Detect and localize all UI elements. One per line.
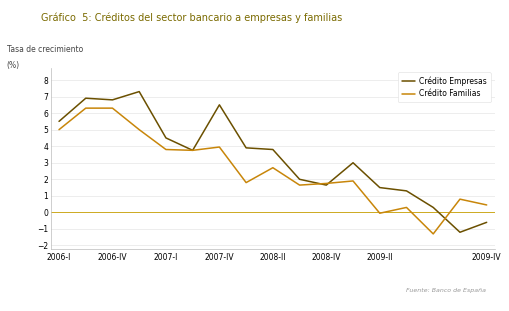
Crédito Familias	[269, 166, 275, 169]
Crédito Empresas	[376, 186, 382, 189]
Crédito Familias	[189, 148, 195, 152]
Crédito Familias	[82, 106, 89, 110]
Line: Crédito Familias: Crédito Familias	[59, 108, 486, 234]
Crédito Familias	[323, 182, 329, 185]
Crédito Familias	[162, 148, 168, 151]
Crédito Empresas	[189, 148, 195, 152]
Crédito Empresas	[456, 230, 462, 234]
Crédito Empresas	[269, 148, 275, 151]
Text: Tasa de crecimiento: Tasa de crecimiento	[7, 45, 83, 54]
Crédito Empresas	[349, 161, 355, 165]
Crédito Empresas	[296, 178, 302, 181]
Crédito Familias	[296, 183, 302, 187]
Crédito Empresas	[429, 206, 435, 209]
Text: Fuente: Banco de España: Fuente: Banco de España	[405, 289, 485, 294]
Crédito Empresas	[82, 96, 89, 100]
Legend: Crédito Empresas, Crédito Familias: Crédito Empresas, Crédito Familias	[397, 72, 490, 102]
Crédito Empresas	[403, 189, 409, 193]
Crédito Empresas	[56, 119, 62, 123]
Crédito Familias	[216, 145, 222, 149]
Crédito Familias	[376, 211, 382, 215]
Text: (%): (%)	[7, 61, 20, 70]
Line: Crédito Empresas: Crédito Empresas	[59, 91, 486, 232]
Crédito Empresas	[323, 183, 329, 187]
Crédito Familias	[349, 179, 355, 183]
Crédito Familias	[243, 181, 249, 184]
Crédito Empresas	[216, 103, 222, 107]
Crédito Familias	[109, 106, 116, 110]
Crédito Empresas	[136, 90, 142, 93]
Crédito Empresas	[243, 146, 249, 150]
Crédito Familias	[136, 128, 142, 132]
Crédito Familias	[56, 128, 62, 132]
Crédito Empresas	[483, 220, 489, 224]
Text: Gráfico  5: Créditos del sector bancario a empresas y familias: Gráfico 5: Créditos del sector bancario …	[41, 12, 342, 23]
Crédito Familias	[403, 206, 409, 209]
Crédito Empresas	[162, 136, 168, 140]
Crédito Familias	[429, 232, 435, 236]
Crédito Empresas	[109, 98, 116, 102]
Crédito Familias	[456, 197, 462, 201]
Crédito Familias	[483, 203, 489, 207]
